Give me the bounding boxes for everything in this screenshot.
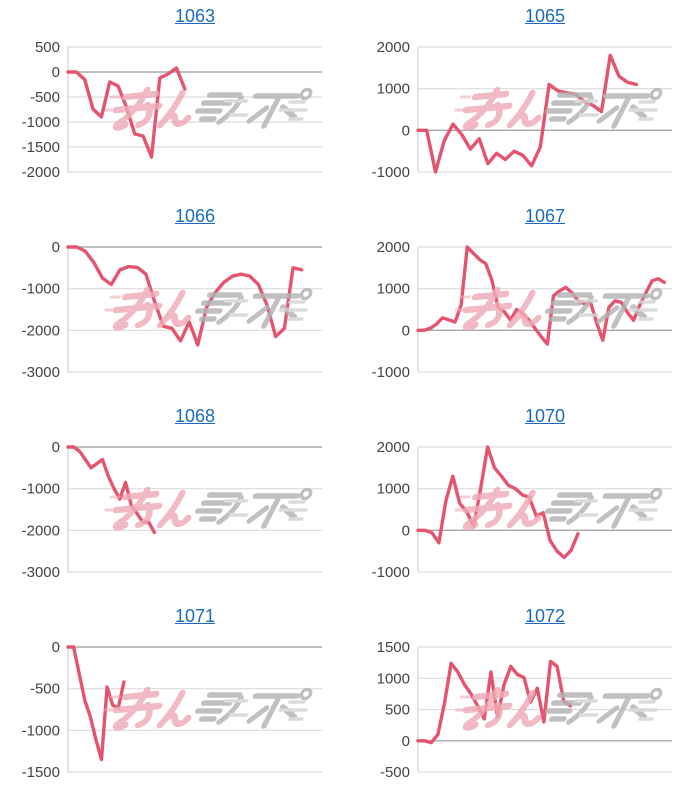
minrepo-logo-watermark [452,490,662,528]
y-axis-tick-label: 1000 [377,81,410,98]
chart-cell: 1072 1500 1000 500 0 -500 [350,600,700,800]
line-chart: 2000 1000 0 -1000 [372,39,672,181]
y-axis-tick-label: 2000 [377,439,410,456]
y-axis-tick-label: -2000 [22,164,60,181]
minrepo-logo-watermark [102,290,312,328]
line-chart: 1500 1000 500 0 -500 [377,639,672,781]
y-axis-tick-label: 0 [402,733,410,750]
data-series-line [416,445,580,560]
y-axis-tick-label: -1500 [22,139,60,156]
chart-cell: 1065 2000 1000 0 -1000 [350,0,700,200]
line-chart: 500 0 -500 -1000 -1500 -2000 [22,39,322,181]
y-axis-tick-label: -1000 [372,564,410,581]
chart-cell: 1067 2000 1000 0 -1000 [350,200,700,400]
y-axis-tick-label: -2000 [22,522,60,539]
minrepo-logo-watermark [102,490,312,528]
line-chart: 0 -1000 -2000 -3000 [22,239,322,381]
y-axis-tick-label: 0 [52,239,60,256]
y-axis-tick-label: -3000 [22,564,60,581]
chart-title-link[interactable]: 1063 [174,6,216,26]
chart-cell: 1063 500 0 -500 -1000 -1500 -2000 [0,0,350,200]
y-axis-tick-label: 1000 [377,281,410,298]
chart-cell: 1068 0 -1000 -2000 -3000 [0,400,350,600]
y-axis-tick-label: 0 [402,322,410,339]
y-axis-tick-label: -1000 [22,481,60,498]
line-chart: 0 -500 -1000 -1500 [22,639,322,781]
chart-title-link[interactable]: 1070 [524,406,566,426]
y-axis-tick-label: -500 [30,681,60,698]
y-axis-tick-label: 500 [35,39,60,56]
data-series-line [416,53,639,174]
y-axis-tick-label: 2000 [377,239,410,256]
y-axis-tick-label: -1000 [372,164,410,181]
y-axis-tick-label: -1000 [22,722,60,739]
chart-title-link[interactable]: 1071 [174,606,216,626]
y-axis-tick-label: 0 [402,122,410,139]
y-axis-tick-label: -3000 [22,364,60,381]
minrepo-logo-watermark [452,690,662,728]
y-axis-tick-label: -1500 [22,764,60,781]
minrepo-logo-watermark [102,690,312,728]
y-axis-tick-label: 500 [385,702,410,719]
y-axis-tick-label: 1500 [377,639,410,656]
y-axis-tick-label: 2000 [377,39,410,56]
chart-title-link[interactable]: 1072 [524,606,566,626]
chart-title-link[interactable]: 1068 [174,406,216,426]
line-chart: 2000 1000 0 -1000 [372,239,672,381]
y-axis-tick-label: 0 [402,522,410,539]
y-axis-tick-label: -500 [30,89,60,106]
chart-cell: 1070 2000 1000 0 -1000 [350,400,700,600]
minrepo-logo-watermark [452,90,662,128]
y-axis-tick-label: 0 [52,639,60,656]
chart-title-link[interactable]: 1065 [524,6,566,26]
y-axis-tick-label: 1000 [377,481,410,498]
y-axis-tick-label: -1000 [372,364,410,381]
data-series-line [66,445,157,535]
data-series-line [66,645,126,762]
y-axis-tick-label: 0 [52,439,60,456]
chart-title-link[interactable]: 1067 [524,206,566,226]
y-axis-tick-label: 0 [52,64,60,81]
y-axis-tick-label: -1000 [22,281,60,298]
chart-cell: 1066 0 -1000 -2000 -3000 [0,200,350,400]
line-chart: 0 -1000 -2000 -3000 [22,439,322,581]
chart-cell: 1071 0 -500 -1000 -1500 [0,600,350,800]
data-series-line [416,659,573,745]
line-chart: 2000 1000 0 -1000 [372,439,672,581]
y-axis-tick-label: -500 [380,764,410,781]
y-axis-tick-label: 1000 [377,670,410,687]
y-axis-tick-label: -2000 [22,322,60,339]
y-axis-tick-label: -1000 [22,114,60,131]
chart-title-link[interactable]: 1066 [174,206,216,226]
